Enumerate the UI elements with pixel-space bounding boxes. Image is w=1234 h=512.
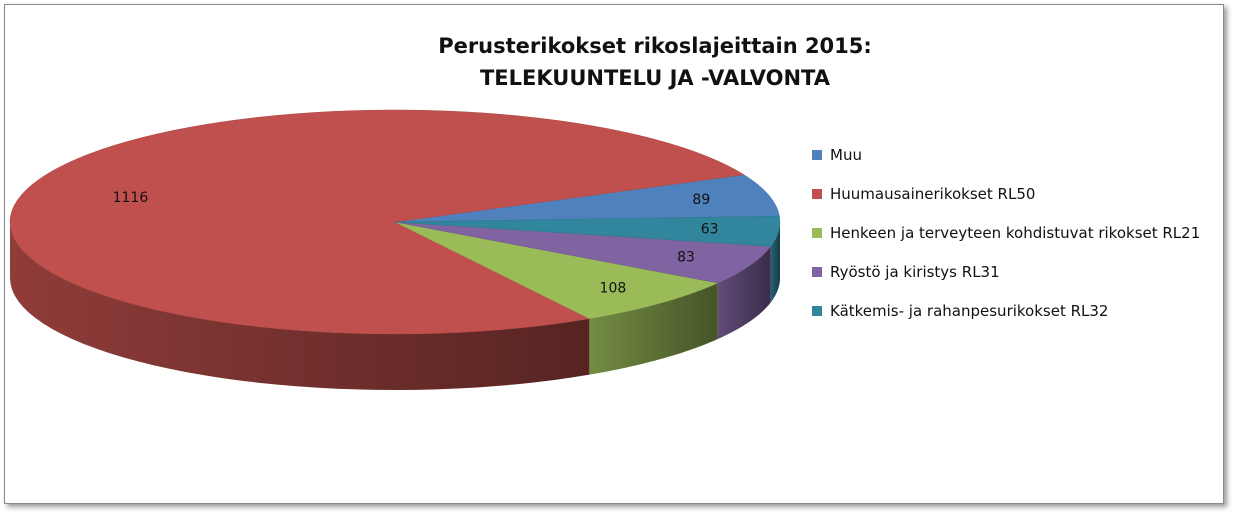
- legend-swatch: [812, 150, 822, 160]
- legend-item: Huumausainerikokset RL50: [812, 185, 1212, 204]
- slice-side: [589, 283, 718, 375]
- legend-item: Henkeen ja terveyteen kohdistuvat rikoks…: [812, 224, 1212, 243]
- legend-label: Huumausainerikokset RL50: [830, 185, 1036, 203]
- legend-label: Ryöstö ja kiristys RL31: [830, 263, 1000, 281]
- slice: [394, 221, 719, 319]
- slice-side: [717, 246, 771, 340]
- legend-label: Muu: [830, 146, 862, 164]
- legend-swatch: [812, 189, 822, 199]
- slice: [394, 221, 772, 284]
- pie: 89 1116 108 83 63: [9, 109, 781, 390]
- chart-title: Perusterikokset rikoslajeittain 2015: TE…: [438, 34, 872, 90]
- data-label: 108: [600, 280, 627, 296]
- legend-swatch: [812, 228, 822, 238]
- slice-side: [770, 222, 780, 303]
- data-label: 63: [701, 222, 719, 238]
- legend-swatch: [812, 267, 822, 277]
- legend-item: Kätkemis- ja rahanpesurikokset RL32: [812, 302, 1212, 321]
- slice: [394, 174, 780, 223]
- data-label: 1116: [113, 190, 149, 206]
- legend-label: Kätkemis- ja rahanpesurikokset RL32: [830, 302, 1109, 320]
- legend: Muu Huumausainerikokset RL50 Henkeen ja te…: [812, 146, 1212, 341]
- slice: [394, 215, 781, 247]
- slice-side: [10, 222, 590, 390]
- legend-label: Henkeen ja terveyteen kohdistuvat rikoks…: [830, 224, 1201, 242]
- slice: [9, 109, 745, 335]
- data-label: 89: [692, 192, 710, 208]
- data-label: 83: [677, 250, 695, 266]
- legend-item: Muu: [812, 146, 1212, 165]
- legend-swatch: [812, 306, 822, 316]
- legend-item: Ryöstö ja kiristys RL31: [812, 263, 1212, 282]
